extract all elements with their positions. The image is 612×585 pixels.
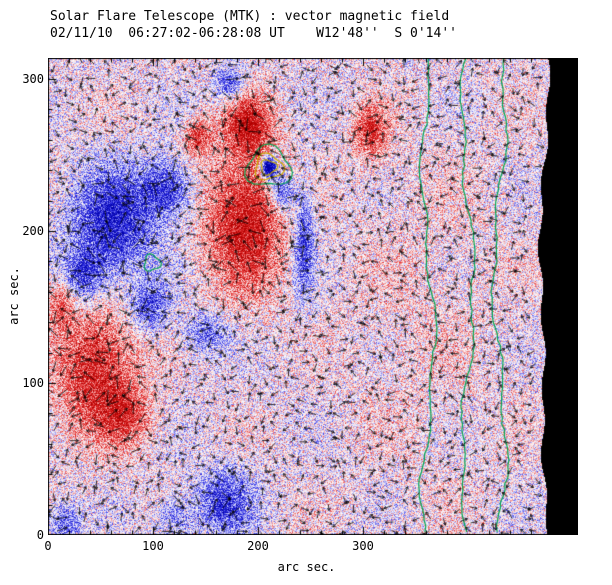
y-tick-label: 300 xyxy=(22,72,44,86)
magnetogram-canvas xyxy=(48,58,578,535)
y-tick-label: 0 xyxy=(36,528,44,542)
x-tick-label: 100 xyxy=(142,539,164,553)
x-tick-label: 300 xyxy=(352,539,374,553)
x-tick-label: 200 xyxy=(247,539,269,553)
y-axis-label: arc sec. xyxy=(7,267,21,325)
figure-title: Solar Flare Telescope (MTK) : vector mag… xyxy=(50,9,450,24)
figure-subtitle: 02/11/10 06:27:02-06:28:08 UT W12'48'' S… xyxy=(50,26,457,41)
x-tick-label: 0 xyxy=(44,539,52,553)
x-axis-label: arc sec. xyxy=(277,560,336,574)
y-tick-label: 100 xyxy=(22,376,44,390)
y-tick-label: 200 xyxy=(22,224,44,238)
